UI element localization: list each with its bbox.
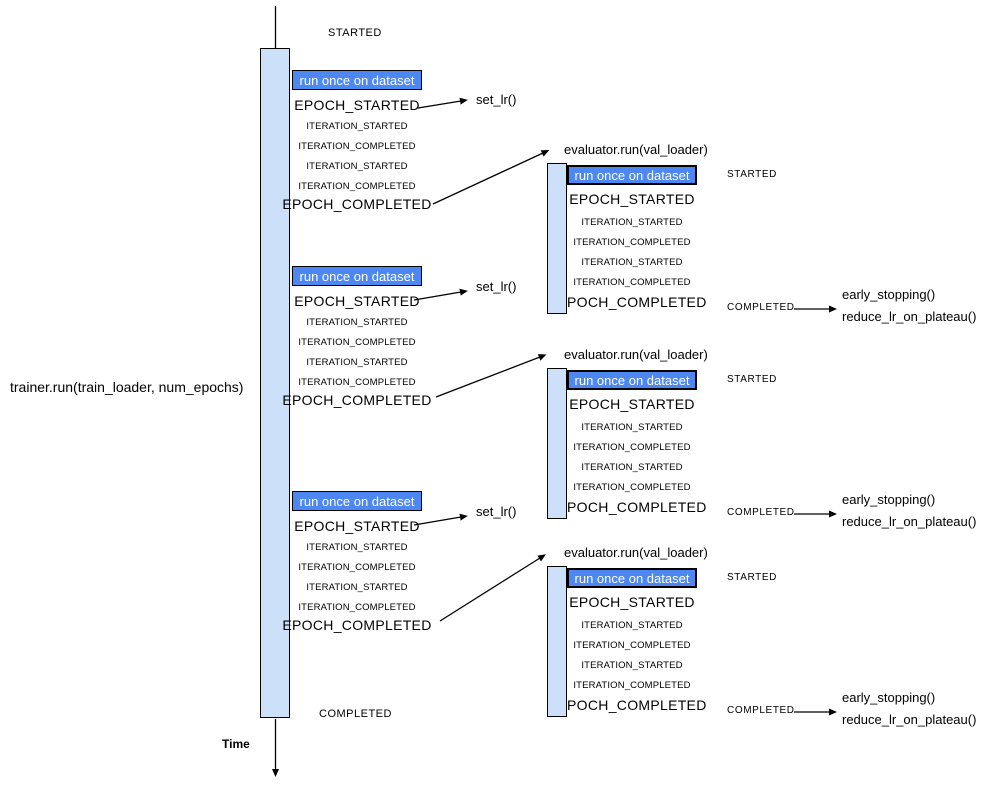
event-iteration-completed: ITERATION_COMPLETED	[573, 639, 691, 651]
evaluator-block-3: evaluator.run(val_loader) run once on da…	[547, 545, 983, 744]
event-epoch-completed: EPOCH_COMPLETED	[557, 294, 707, 310]
event-iteration-started: ITERATION_STARTED	[306, 160, 408, 172]
event-iteration-completed: ITERATION_COMPLETED	[573, 441, 691, 453]
evaluator-completed-label: COMPLETED	[727, 302, 795, 313]
arrow-epoch-started-to-set-lr-1	[417, 97, 468, 109]
event-epoch-completed: EPOCH_COMPLETED	[282, 196, 432, 212]
run-once-on-dataset-badge: run once on dataset	[292, 70, 422, 90]
event-iteration-completed: ITERATION_COMPLETED	[298, 140, 416, 152]
reduce-lr-on-plateau-handler: reduce_lr_on_plateau()	[842, 309, 977, 324]
run-once-on-dataset-badge: run once on dataset	[567, 568, 697, 588]
event-epoch-completed: EPOCH_COMPLETED	[557, 697, 707, 713]
trainer-epoch-block-1: run once on dataset EPOCH_STARTED ITERAT…	[282, 70, 431, 212]
trainer-started-label: STARTED	[328, 27, 382, 39]
evaluator-started-label: STARTED	[727, 374, 777, 385]
event-epoch-started: EPOCH_STARTED	[569, 191, 695, 207]
arrow-epoch-completed-to-evaluator-3	[439, 554, 546, 622]
evaluator-completed-label: COMPLETED	[727, 507, 795, 518]
event-iteration-started: ITERATION_STARTED	[306, 541, 408, 553]
evaluator-timeline-bar	[547, 566, 567, 717]
evaluator-run-call: evaluator.run(val_loader)	[564, 142, 708, 157]
evaluator-block-2: evaluator.run(val_loader) run once on da…	[547, 347, 983, 546]
event-iteration-started: ITERATION_STARTED	[306, 120, 408, 132]
event-epoch-completed: EPOCH_COMPLETED	[282, 392, 432, 408]
event-iteration-completed: ITERATION_COMPLETED	[573, 276, 691, 288]
evaluator-started-label: STARTED	[727, 169, 777, 180]
arrow-epoch-started-to-set-lr-3	[413, 513, 468, 526]
event-iteration-started: ITERATION_STARTED	[581, 461, 683, 473]
set-lr-handler: set_lr()	[476, 504, 517, 519]
evaluator-events: EPOCH_STARTED ITERATION_STARTED ITERATIO…	[557, 187, 706, 310]
trainer-completed-label: COMPLETED	[319, 708, 392, 720]
arrow-epoch-completed-to-evaluator-1	[432, 150, 550, 205]
event-iteration-completed: ITERATION_COMPLETED	[298, 336, 416, 348]
evaluator-events: EPOCH_STARTED ITERATION_STARTED ITERATIO…	[557, 392, 706, 515]
run-once-on-dataset-badge: run once on dataset	[567, 165, 697, 185]
event-iteration-completed: ITERATION_COMPLETED	[298, 376, 416, 388]
set-lr-handler: set_lr()	[476, 279, 517, 294]
run-once-on-dataset-badge: run once on dataset	[292, 266, 422, 286]
run-once-on-dataset-badge: run once on dataset	[567, 370, 697, 390]
event-iteration-completed: ITERATION_COMPLETED	[573, 679, 691, 691]
evaluator-run-call: evaluator.run(val_loader)	[564, 545, 708, 560]
event-iteration-started: ITERATION_STARTED	[581, 619, 683, 631]
event-iteration-completed: ITERATION_COMPLETED	[573, 236, 691, 248]
reduce-lr-on-plateau-handler: reduce_lr_on_plateau()	[842, 712, 977, 727]
evaluator-started-label: STARTED	[727, 572, 777, 583]
event-epoch-completed: EPOCH_COMPLETED	[557, 499, 707, 515]
event-epoch-started: EPOCH_STARTED	[569, 396, 695, 412]
time-axis-label: Time	[222, 737, 250, 751]
evaluator-timeline-bar	[547, 368, 567, 519]
reduce-lr-on-plateau-handler: reduce_lr_on_plateau()	[842, 514, 977, 529]
trainer-epoch-block-2: run once on dataset EPOCH_STARTED ITERAT…	[282, 266, 431, 408]
arrow-epoch-started-to-set-lr-2	[413, 288, 468, 301]
event-iteration-started: ITERATION_STARTED	[306, 316, 408, 328]
run-once-on-dataset-badge: run once on dataset	[292, 491, 422, 511]
trainer-timeline-bar	[260, 48, 290, 718]
event-iteration-started: ITERATION_STARTED	[581, 256, 683, 268]
evaluator-completed-label: COMPLETED	[727, 705, 795, 716]
set-lr-handler: set_lr()	[476, 92, 517, 107]
evaluator-timeline-bar	[547, 163, 567, 314]
trainer-run-call: trainer.run(train_loader, num_epochs)	[10, 379, 244, 395]
evaluator-events: EPOCH_STARTED ITERATION_STARTED ITERATIO…	[557, 590, 706, 713]
event-iteration-started: ITERATION_STARTED	[581, 659, 683, 671]
event-iteration-completed: ITERATION_COMPLETED	[298, 180, 416, 192]
early-stopping-handler: early_stopping()	[842, 690, 936, 705]
event-epoch-started: EPOCH_STARTED	[569, 594, 695, 610]
event-iteration-started: ITERATION_STARTED	[306, 356, 408, 368]
event-iteration-started: ITERATION_STARTED	[306, 581, 408, 593]
arrow-epoch-completed-to-evaluator-2	[435, 354, 547, 398]
event-iteration-completed: ITERATION_COMPLETED	[573, 481, 691, 493]
event-epoch-started: EPOCH_STARTED	[294, 518, 420, 534]
event-iteration-started: ITERATION_STARTED	[581, 421, 683, 433]
event-iteration-started: ITERATION_STARTED	[581, 216, 683, 228]
event-iteration-completed: ITERATION_COMPLETED	[298, 561, 416, 573]
event-epoch-started: EPOCH_STARTED	[294, 97, 420, 113]
evaluator-block-1: evaluator.run(val_loader) run once on da…	[547, 142, 983, 341]
event-iteration-completed: ITERATION_COMPLETED	[298, 601, 416, 613]
early-stopping-handler: early_stopping()	[842, 492, 936, 507]
early-stopping-handler: early_stopping()	[842, 287, 936, 302]
event-epoch-started: EPOCH_STARTED	[294, 293, 420, 309]
event-epoch-completed: EPOCH_COMPLETED	[282, 617, 432, 633]
trainer-epoch-block-3: run once on dataset EPOCH_STARTED ITERAT…	[282, 491, 431, 633]
evaluator-run-call: evaluator.run(val_loader)	[564, 347, 708, 362]
